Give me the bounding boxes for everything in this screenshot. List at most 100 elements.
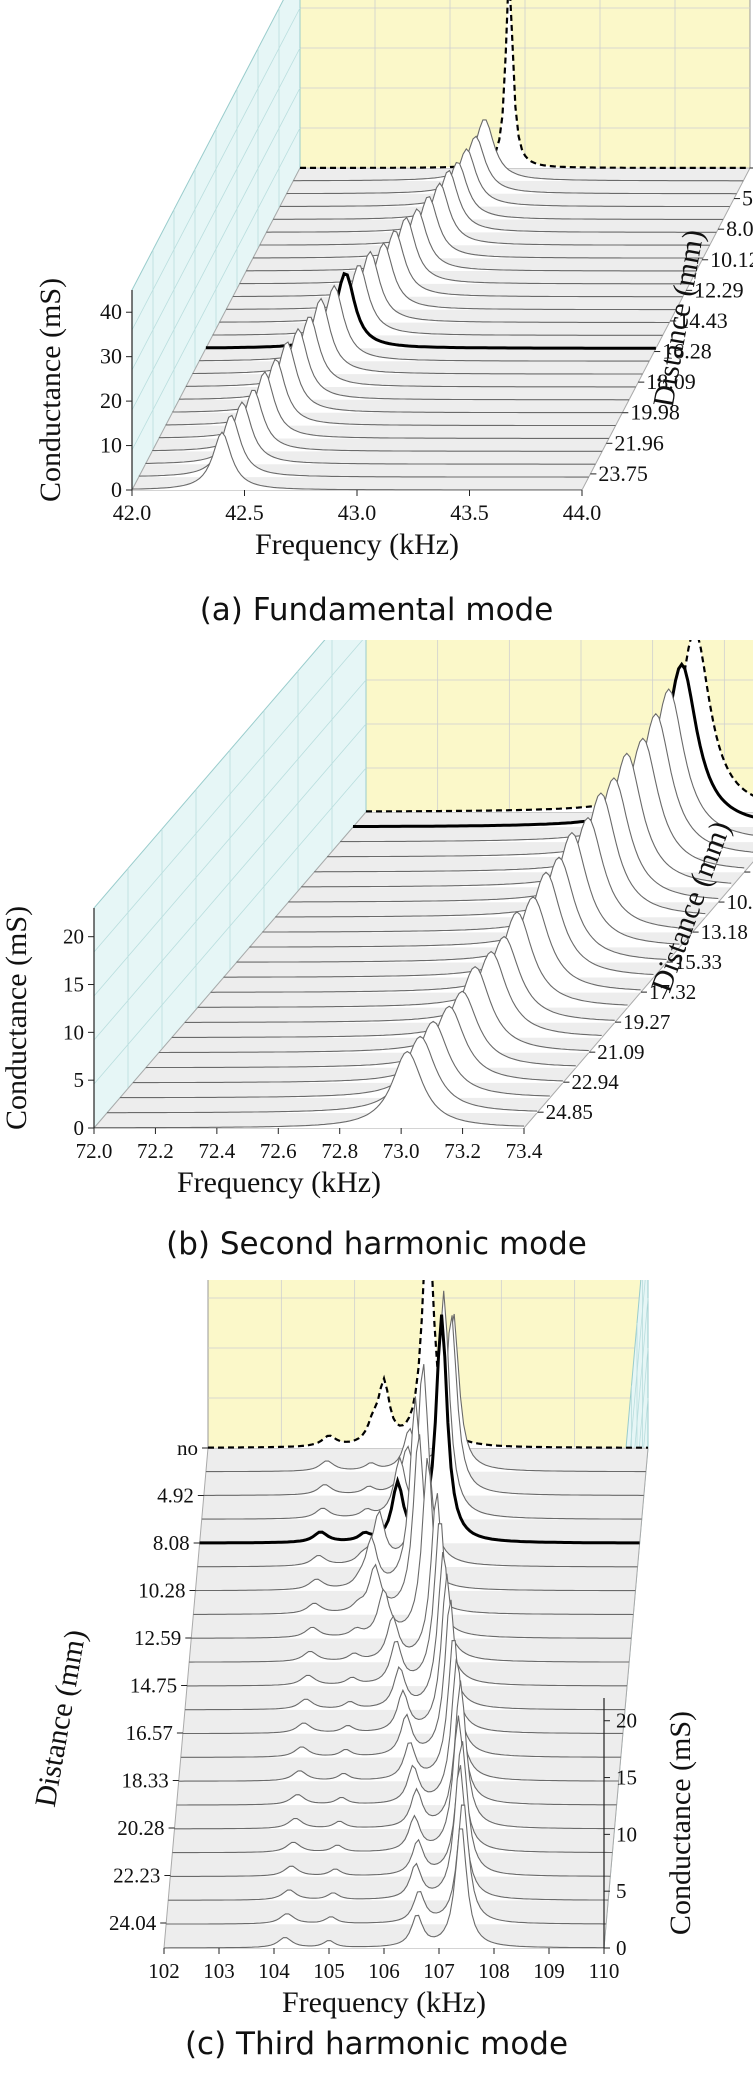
- trace: [94, 1050, 525, 1129]
- y-tick-label: 0: [111, 477, 122, 502]
- y-tick-label: 30: [100, 344, 122, 369]
- y-axis-label: Conductance (mS): [34, 278, 67, 502]
- trace-fill: [132, 1006, 563, 1083]
- trace: [253, 196, 703, 259]
- trace-fill: [107, 1036, 537, 1113]
- distance-tick-label: 22.23: [113, 1864, 160, 1888]
- distance-tick-label: 12.29: [694, 277, 744, 302]
- y-tick-label: 0: [616, 1936, 627, 1960]
- trace: [246, 208, 697, 272]
- x-tick-label: 107: [423, 1959, 455, 1983]
- distance-tick-label: 5.82: [742, 186, 753, 211]
- trace: [249, 831, 680, 948]
- trace: [170, 1741, 611, 1877]
- highlight-trace: [353, 661, 753, 828]
- x-tick-label: 108: [478, 1959, 510, 1983]
- trace: [197, 911, 628, 1008]
- z-axis-label: Distance (mm): [29, 1627, 93, 1809]
- trace: [192, 297, 643, 375]
- trace: [187, 1523, 627, 1687]
- trace: [131, 431, 582, 491]
- distance-tick-label: 15.33: [675, 950, 722, 974]
- trace-fill: [119, 1021, 550, 1098]
- trace-fill: [94, 1051, 524, 1128]
- x-tick-label: 105: [313, 1959, 345, 1983]
- x-tick-label: 72.6: [260, 1139, 297, 1163]
- distance-tick-label: 21.09: [597, 1040, 644, 1064]
- trace: [293, 119, 744, 182]
- caption-fundamental: (a) Fundamental mode: [199, 592, 554, 628]
- trace: [239, 216, 690, 285]
- trace: [171, 950, 602, 1038]
- trace: [340, 688, 753, 843]
- distance-tick-label: 21.96: [614, 430, 664, 455]
- trace-fill: [145, 402, 596, 465]
- distance-tick-label: 19.98: [630, 400, 680, 425]
- trace: [199, 284, 650, 362]
- distance-tick-label: 8.09: [726, 216, 753, 241]
- y-tick-label: 15: [616, 1766, 637, 1790]
- trace: [210, 896, 641, 993]
- distance-tick-label: no: [177, 1436, 198, 1460]
- distance-tick-label: 10.74: [726, 890, 753, 914]
- x-tick-label: 43.0: [338, 500, 377, 525]
- x-axis-label: Frequency (kHz): [177, 1166, 381, 1199]
- trace: [119, 1020, 550, 1099]
- trace: [107, 1035, 538, 1114]
- trace: [288, 777, 719, 903]
- x-tick-label: 72.8: [321, 1139, 358, 1163]
- trace: [191, 1458, 632, 1639]
- x-tick-label: 72.4: [198, 1139, 235, 1163]
- trace: [275, 792, 706, 918]
- distance-tick-label: 17.32: [649, 980, 696, 1004]
- y-axis-label: Conductance (mS): [664, 1711, 697, 1935]
- y-tick-label: 20: [63, 925, 84, 949]
- trace: [180, 1599, 621, 1758]
- trace: [327, 712, 753, 858]
- distance-tick-label: 10.12: [710, 247, 753, 272]
- y-tick-label: 15: [63, 973, 84, 997]
- trace: [182, 1573, 623, 1735]
- trace: [314, 737, 745, 873]
- trace-fill: [193, 1434, 634, 1615]
- x-tick-label: 73.4: [506, 1139, 543, 1163]
- distance-tick-label: 8.08: [153, 1531, 190, 1555]
- trace: [178, 1640, 619, 1782]
- trace: [132, 1005, 563, 1084]
- y-tick-label: 40: [100, 299, 122, 324]
- y-tick-label: 5: [74, 1068, 85, 1092]
- caption-second-harmonic: (b) Second harmonic mode: [166, 1226, 587, 1262]
- distance-tick-label: 19.27: [623, 1010, 670, 1034]
- trace: [174, 1680, 615, 1830]
- x-tick-label: 43.5: [450, 500, 489, 525]
- trace: [176, 1658, 617, 1806]
- distance-tick-label: 4.92: [157, 1484, 194, 1508]
- trace-fill: [165, 359, 616, 426]
- x-tick-label: 109: [533, 1959, 565, 1983]
- panel-fundamental: 42.0 42.5 43.0 43.5 44.0 Frequency (kHz) 0 10 20…: [0, 0, 753, 640]
- reference-trace: [366, 640, 753, 813]
- trace: [184, 935, 615, 1023]
- x-tick-label: 72.0: [76, 1139, 113, 1163]
- x-tick-label: 42.0: [113, 500, 152, 525]
- y-tick-label: 20: [100, 388, 122, 413]
- trace: [168, 1765, 609, 1901]
- trace-fill: [132, 432, 582, 490]
- trace: [262, 816, 693, 933]
- y-axis-label: Conductance (mS): [0, 906, 33, 1130]
- trace: [232, 230, 683, 298]
- distance-tick-label: 12.59: [134, 1626, 181, 1650]
- y-tick-label: 5: [616, 1879, 627, 1903]
- trace: [236, 856, 667, 963]
- y-tick-label: 10: [63, 1020, 84, 1044]
- y-tick-label: 0: [74, 1116, 85, 1140]
- trace: [164, 1828, 604, 1949]
- trace: [259, 182, 710, 246]
- x-tick-label: 110: [589, 1959, 620, 1983]
- trace: [158, 966, 589, 1054]
- trace-fill: [158, 371, 609, 439]
- distance-tick-label: 16.28: [662, 339, 712, 364]
- x-tick-label: 44.0: [563, 500, 602, 525]
- x-tick-label: 73.0: [383, 1139, 420, 1163]
